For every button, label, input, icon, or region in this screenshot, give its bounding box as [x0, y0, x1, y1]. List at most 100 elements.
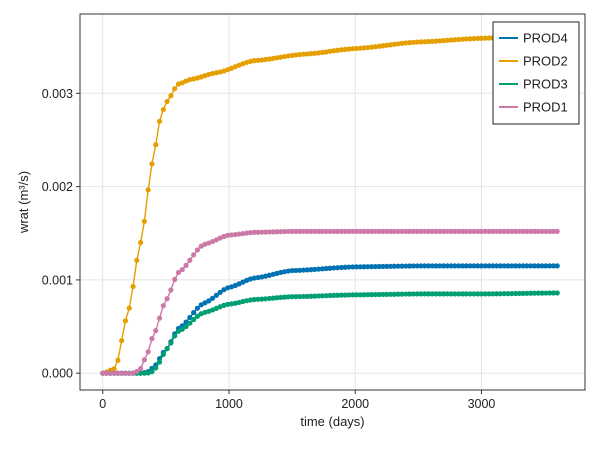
- data-point: [266, 229, 272, 235]
- data-point: [456, 36, 462, 43]
- data-point: [187, 257, 193, 263]
- data-point: [524, 228, 530, 234]
- data-point: [331, 265, 337, 271]
- series-line: [102, 265, 558, 374]
- data-point: [361, 228, 367, 234]
- data-point: [387, 228, 394, 234]
- data-point: [164, 98, 170, 105]
- data-point: [539, 263, 545, 269]
- data-point: [395, 41, 401, 47]
- data-point: [115, 357, 121, 363]
- data-point: [452, 291, 458, 297]
- data-point: [172, 333, 178, 339]
- data-point: [281, 228, 288, 235]
- data-point: [338, 228, 344, 234]
- data-point: [512, 228, 519, 234]
- data-point: [463, 228, 469, 234]
- data-point: [300, 228, 307, 234]
- data-point: [422, 291, 428, 297]
- data-point: [141, 370, 147, 376]
- data-point: [316, 266, 322, 272]
- data-point: [528, 263, 534, 269]
- data-point: [376, 228, 382, 234]
- legend-label: PROD2: [523, 54, 568, 69]
- data-point: [149, 336, 155, 342]
- data-point: [414, 291, 420, 297]
- data-point: [156, 315, 163, 321]
- data-point: [543, 228, 549, 234]
- data-point: [331, 48, 337, 54]
- data-point: [308, 293, 314, 299]
- data-point: [384, 291, 390, 297]
- x-axis-label: time (days): [300, 414, 364, 429]
- data-point: [285, 228, 291, 235]
- data-point: [369, 44, 375, 50]
- data-point: [387, 263, 394, 269]
- data-point: [289, 52, 295, 59]
- data-point: [543, 290, 549, 296]
- data-point: [497, 263, 504, 269]
- data-point: [391, 291, 397, 297]
- data-point: [531, 290, 538, 296]
- data-point: [251, 229, 257, 235]
- data-point: [475, 291, 481, 297]
- data-point: [240, 230, 246, 237]
- series-prod1: [100, 228, 560, 376]
- data-point: [342, 264, 348, 270]
- data-point: [331, 228, 337, 234]
- legend-label: PROD3: [523, 77, 568, 92]
- data-point: [478, 263, 485, 269]
- data-point: [441, 38, 447, 44]
- data-point: [168, 340, 174, 346]
- data-point: [194, 313, 201, 319]
- data-point: [395, 228, 401, 234]
- data-point: [194, 247, 201, 253]
- data-point: [164, 296, 170, 302]
- data-point: [319, 293, 325, 299]
- data-point: [312, 50, 318, 56]
- data-point: [414, 39, 420, 45]
- data-point: [334, 292, 341, 298]
- data-point: [323, 228, 329, 234]
- data-point: [107, 370, 113, 376]
- data-point: [463, 263, 469, 269]
- data-point: [456, 263, 462, 269]
- data-point: [266, 295, 272, 302]
- data-point: [501, 263, 507, 269]
- legend-item: PROD4: [499, 31, 568, 46]
- data-point: [259, 57, 265, 63]
- data-point: [191, 310, 197, 316]
- data-point: [494, 291, 500, 297]
- data-point: [422, 263, 428, 269]
- data-point: [486, 291, 492, 297]
- data-point: [262, 56, 269, 63]
- data-point: [494, 263, 500, 269]
- data-point: [406, 228, 413, 234]
- data-point: [437, 263, 443, 269]
- data-point: [141, 357, 147, 363]
- data-point: [535, 228, 541, 234]
- data-point: [357, 45, 363, 51]
- data-point: [145, 187, 151, 193]
- data-point: [441, 263, 447, 269]
- data-point: [312, 293, 318, 299]
- data-point: [293, 267, 299, 274]
- data-point: [346, 46, 352, 52]
- data-point: [535, 263, 541, 269]
- data-point: [410, 291, 416, 297]
- data-point: [437, 38, 443, 44]
- data-point: [410, 263, 416, 269]
- data-point: [342, 292, 348, 298]
- data-point: [217, 289, 223, 295]
- data-point: [399, 228, 405, 234]
- data-point: [119, 370, 125, 376]
- data-point: [456, 228, 462, 234]
- data-point: [459, 36, 466, 42]
- data-point: [357, 292, 363, 298]
- data-point: [111, 370, 117, 376]
- data-point: [209, 295, 216, 301]
- data-point: [111, 366, 117, 372]
- data-point: [425, 263, 432, 269]
- legend-item: PROD2: [499, 54, 568, 69]
- data-point: [353, 264, 360, 270]
